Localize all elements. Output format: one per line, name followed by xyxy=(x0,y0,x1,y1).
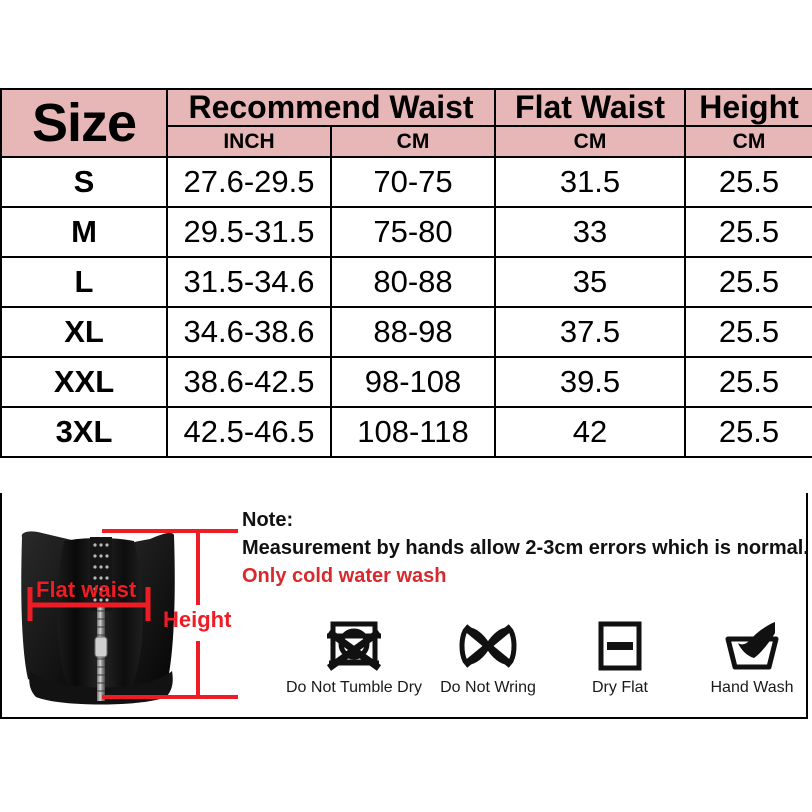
cell-height-cm: 25.5 xyxy=(684,305,812,358)
cell-recommend-inch: 42.5-46.5 xyxy=(166,405,332,458)
flat-waist-callout-label: Flat waist xyxy=(36,577,137,602)
table-row: XXL 38.6-42.5 98-108 39.5 25.5 xyxy=(0,355,812,408)
cell-recommend-cm: 98-108 xyxy=(330,355,496,408)
size-chart-table: Size Recommend Waist Flat Waist Height I… xyxy=(0,88,812,458)
cell-height-cm: 25.5 xyxy=(684,205,812,258)
hook-eye-rows xyxy=(93,543,109,602)
cell-size: M xyxy=(0,205,168,258)
note-title: Note: xyxy=(242,509,294,531)
cell-recommend-inch: 27.6-29.5 xyxy=(166,155,332,208)
care-instructions-row: Do Not Tumble Dry Do Not Wring xyxy=(286,615,802,697)
header-height: Height xyxy=(684,88,812,127)
care-label: Dry Flat xyxy=(592,679,648,696)
cell-flat-waist-cm: 39.5 xyxy=(494,355,686,408)
cell-height-cm: 25.5 xyxy=(684,255,812,308)
cell-height-cm: 25.5 xyxy=(684,355,812,408)
note-measurement-line: Measurement by hands allow 2-3cm errors … xyxy=(242,537,809,559)
care-item-do-not-wring: Do Not Wring xyxy=(438,615,538,697)
care-item-hand-wash: Hand Wash xyxy=(702,615,802,697)
care-label: Do Not Wring xyxy=(440,679,536,696)
header-unit-flat-cm: CM xyxy=(494,124,686,158)
height-measure-line xyxy=(102,529,238,699)
table-row: M 29.5-31.5 75-80 33 25.5 xyxy=(0,205,812,258)
cell-flat-waist-cm: 37.5 xyxy=(494,305,686,358)
cell-height-cm: 25.5 xyxy=(684,155,812,208)
cell-recommend-cm: 70-75 xyxy=(330,155,496,208)
flat-waist-measure-line xyxy=(27,587,151,621)
product-illustration: Flat waist Height xyxy=(2,493,238,719)
table-row: XL 34.6-38.6 88-98 37.5 25.5 xyxy=(0,305,812,358)
cell-height-cm: 25.5 xyxy=(684,405,812,458)
cell-flat-waist-cm: 31.5 xyxy=(494,155,686,208)
height-callout-label: Height xyxy=(163,607,232,632)
cell-recommend-inch: 34.6-38.6 xyxy=(166,305,332,358)
cell-flat-waist-cm: 33 xyxy=(494,205,686,258)
cell-size: L xyxy=(0,255,168,308)
cell-recommend-cm: 108-118 xyxy=(330,405,496,458)
note-text-block: Note: Measurement by hands allow 2-3cm e… xyxy=(242,507,809,590)
cell-recommend-cm: 80-88 xyxy=(330,255,496,308)
note-wash-warning: Only cold water wash xyxy=(242,565,447,587)
cell-size: 3XL xyxy=(0,405,168,458)
table-row: S 27.6-29.5 70-75 31.5 25.5 xyxy=(0,155,812,208)
header-recommend-waist: Recommend Waist xyxy=(166,88,496,127)
header-unit-recommend-cm: CM xyxy=(330,124,496,158)
cell-recommend-inch: 29.5-31.5 xyxy=(166,205,332,258)
table-header-row-units: INCH CM CM CM xyxy=(1,124,812,158)
note-panel: Flat waist Height Note: Measurement by h… xyxy=(0,493,809,719)
table-header-row-main: Size Recommend Waist Flat Waist Height xyxy=(0,88,812,158)
do-not-wring-icon xyxy=(459,615,517,677)
hand-wash-icon xyxy=(723,615,781,677)
care-item-do-not-tumble-dry: Do Not Tumble Dry xyxy=(286,615,422,697)
cell-flat-waist-cm: 42 xyxy=(494,405,686,458)
do-not-tumble-dry-icon xyxy=(325,615,383,677)
header-unit-recommend-inch: INCH xyxy=(166,124,332,158)
header-flat-waist: Flat Waist xyxy=(494,88,686,127)
care-label: Do Not Tumble Dry xyxy=(285,679,423,696)
cell-recommend-cm: 75-80 xyxy=(330,205,496,258)
table-row: L 31.5-34.6 80-88 35 25.5 xyxy=(0,255,812,308)
cell-recommend-inch: 38.6-42.5 xyxy=(166,355,332,408)
care-item-dry-flat: Dry Flat xyxy=(570,615,670,697)
table-row: 3XL 42.5-46.5 108-118 42 25.5 xyxy=(0,405,812,458)
cell-recommend-inch: 31.5-34.6 xyxy=(166,255,332,308)
care-label: Hand Wash xyxy=(710,679,794,696)
dry-flat-icon xyxy=(596,615,644,677)
cell-size: XL xyxy=(0,305,168,358)
header-size: Size xyxy=(0,88,168,158)
cell-size: S xyxy=(0,155,168,208)
cell-recommend-cm: 88-98 xyxy=(330,305,496,358)
header-unit-height-cm: CM xyxy=(684,124,812,158)
waist-trainer-diagram xyxy=(21,529,238,705)
cell-size: XXL xyxy=(0,355,168,408)
zipper-pull xyxy=(94,636,108,658)
cell-flat-waist-cm: 35 xyxy=(494,255,686,308)
